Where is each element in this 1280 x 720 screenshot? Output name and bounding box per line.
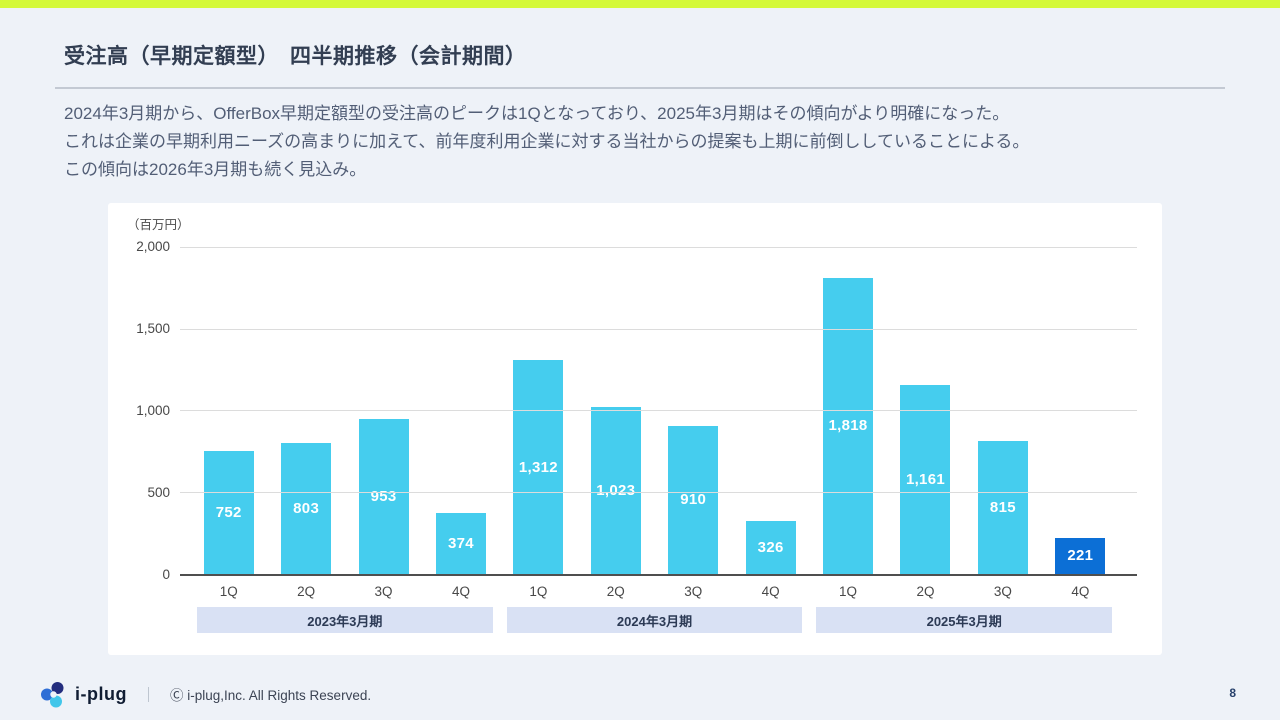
bar: 752 [203,451,254,574]
bar-slot: 1,161 2Q [887,248,964,599]
bar-value-label: 953 [370,487,397,505]
x-tick-label: 1Q [529,584,548,599]
bar: 221 [1055,537,1106,574]
gridline [180,410,1137,411]
x-tick-label: 2Q [916,584,935,599]
fiscal-year-band: 2023年3月期 [197,607,493,633]
bar-group: 1,818 1Q 1,161 2Q 815 3Q 221 4Q 2025年3月期 [809,248,1119,633]
bar-slot: 1,312 1Q [500,248,577,599]
x-tick-label: 2Q [297,584,316,599]
bar-slot: 803 2Q [267,248,344,599]
bar: 1,023 [590,407,641,574]
page-title: 受注高（早期定額型） 四半期推移（会計期間） [64,45,527,68]
x-tick-label: 2Q [606,584,625,599]
title-divider [55,87,1225,89]
y-axis-tick-label: 2,000 [136,239,170,254]
description-line: 2024年3月期から、OfferBox早期定額型の受注高のピークは1Qとなってお… [64,104,1010,123]
x-tick-label: 3Q [374,584,393,599]
brand-name: i-plug [75,683,127,704]
page-number: 8 [1229,686,1236,700]
bar-slot: 221 4Q [1042,248,1119,599]
bar: 1,312 [513,360,564,574]
bar: 1,818 [823,277,874,574]
fiscal-year-band: 2025年3月期 [816,607,1113,633]
x-tick-label: 3Q [684,584,703,599]
x-tick-label: 4Q [451,584,470,599]
bar: 815 [977,441,1028,574]
bar-value-label: 752 [215,504,242,522]
x-tick-label: 3Q [993,584,1012,599]
bar-group: 752 1Q 803 2Q 953 3Q 374 4Q 2023年3月期 [190,248,500,633]
description-line: これは企業の早期利用ニーズの高まりに加えて、前年度利用企業に対する当社からの提案… [64,132,1030,151]
bar-slot: 374 4Q [422,248,499,599]
gridline [180,328,1137,330]
bar-slot: 752 1Q [190,248,267,599]
top-accent-bar [0,0,1280,8]
x-tick-label: 1Q [839,584,858,599]
bars-area: 752 1Q 803 2Q 953 3Q 374 4Q 2023年3月期 1,312 1Q 1,023… [190,248,1119,633]
bar-value-label: 1,023 [596,482,636,500]
x-tick-label: 4Q [1071,584,1090,599]
bar-value-label: 803 [293,500,320,518]
footer-separator: ｜ [140,686,156,704]
gridline [180,247,1137,248]
bar-value-label: 1,818 [828,417,868,435]
bar-value-label: 1,161 [905,470,945,488]
bar-slot: 1,818 1Q [809,248,886,599]
bar-slot: 1,023 2Q [577,248,654,599]
bar-slot: 910 3Q [655,248,732,599]
bar-value-label: 374 [448,535,474,553]
bar-value-label: 221 [1067,547,1094,565]
fiscal-year-band: 2024年3月期 [506,607,803,633]
y-axis-tick-label: 500 [147,485,170,500]
description-line: この傾向は2026年3月期も続く見込み。 [64,160,367,179]
x-tick-label: 1Q [219,584,238,599]
bar: 953 [358,418,409,574]
bar-chart-plot: 752 1Q 803 2Q 953 3Q 374 4Q 2023年3月期 1,312 1Q 1,023… [180,247,1137,633]
bar-slot: 326 4Q [732,248,809,599]
chart-card: （百万円） 752 1Q 803 2Q 953 3Q 374 4Q 2023年3月期 1,312 1… [108,203,1162,655]
bar: 374 [435,513,486,574]
bar: 1,161 [900,384,951,574]
bar: 910 [668,425,719,574]
bar-group: 1,312 1Q 1,023 2Q 910 3Q 326 4Q 2024年3月期 [500,248,810,633]
y-axis-tick-label: 1,500 [136,321,170,336]
bar: 326 [745,520,796,574]
bar: 803 [281,443,332,574]
i-plug-logo-icon [41,681,64,707]
bar-slot: 953 3Q [345,248,422,599]
bar-slot: 815 3Q [964,248,1041,599]
bar-value-label: 910 [680,491,707,509]
copyright-text: Ⓒ i-plug,Inc. All Rights Reserved. [170,688,372,703]
description-block: 2024年3月期から、OfferBox早期定額型の受注高のピークは1Qとなってお… [64,100,1029,184]
y-axis-unit-label: （百万円） [127,218,190,232]
bar-value-label: 326 [757,538,784,556]
y-axis-tick-label: 0 [162,567,170,582]
y-axis-tick-label: 1,000 [136,403,170,418]
x-tick-label: 4Q [761,584,780,599]
bar-value-label: 1,312 [518,458,558,476]
gridline [180,491,1137,493]
bar-value-label: 815 [989,499,1016,517]
footer: i-plug ｜ Ⓒ i-plug,Inc. All Rights Reserv… [40,678,371,710]
